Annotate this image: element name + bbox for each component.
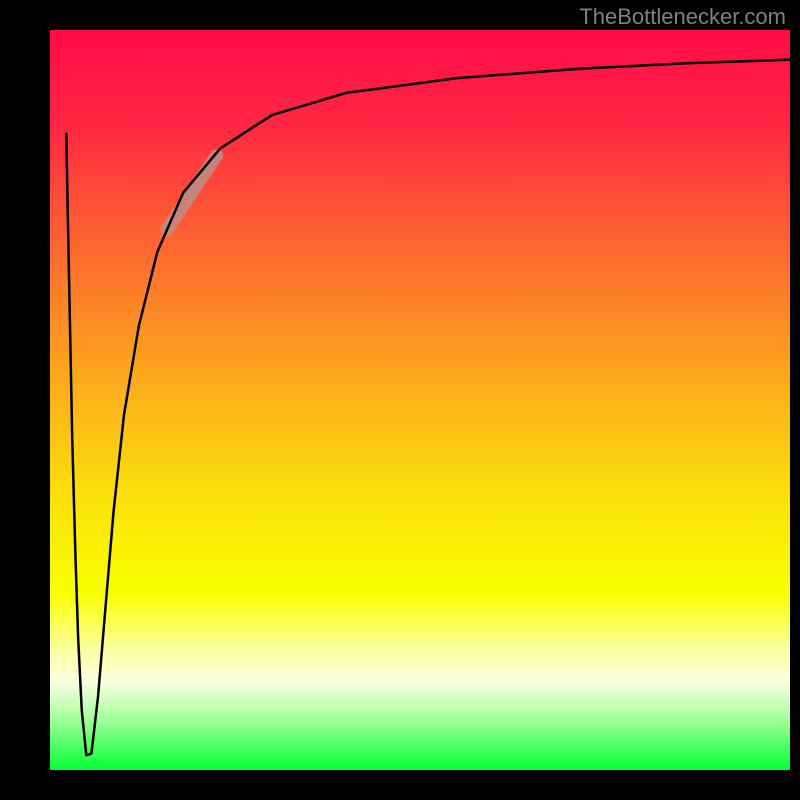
bottleneck-curve (66, 60, 790, 756)
highlight-segment (167, 156, 217, 230)
plot-area (50, 30, 790, 770)
curve-svg (50, 30, 790, 770)
watermark: TheBottlenecker.com (579, 4, 786, 30)
